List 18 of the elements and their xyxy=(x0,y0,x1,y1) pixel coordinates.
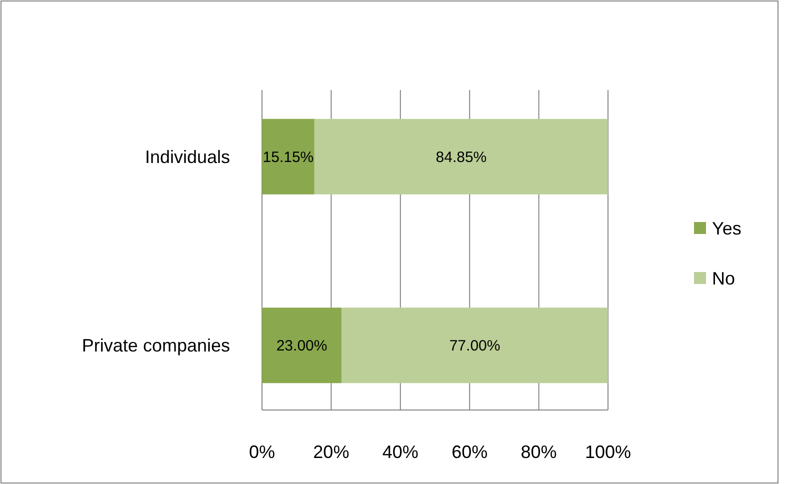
data-label: 77.00% xyxy=(449,338,500,355)
legend-label: Yes xyxy=(712,218,742,238)
legend-label: No xyxy=(712,268,736,288)
x-tick-label: 60% xyxy=(452,442,488,462)
bar xyxy=(262,308,342,384)
data-label: 23.00% xyxy=(276,338,328,355)
x-tick-label: 0% xyxy=(248,442,276,462)
x-tick-label: 40% xyxy=(382,442,418,462)
bar xyxy=(262,118,314,194)
x-tick-label: 20% xyxy=(313,442,350,462)
x-tick-label: 100% xyxy=(584,442,632,462)
y-tick-label: Private companies xyxy=(82,336,230,356)
bar xyxy=(342,308,608,384)
bar xyxy=(314,118,608,194)
data-label: 15.15% xyxy=(262,148,314,166)
data-label: 84.85% xyxy=(436,148,487,166)
y-tick-label: Individuals xyxy=(144,146,230,167)
x-tick-label: 80% xyxy=(520,442,557,462)
